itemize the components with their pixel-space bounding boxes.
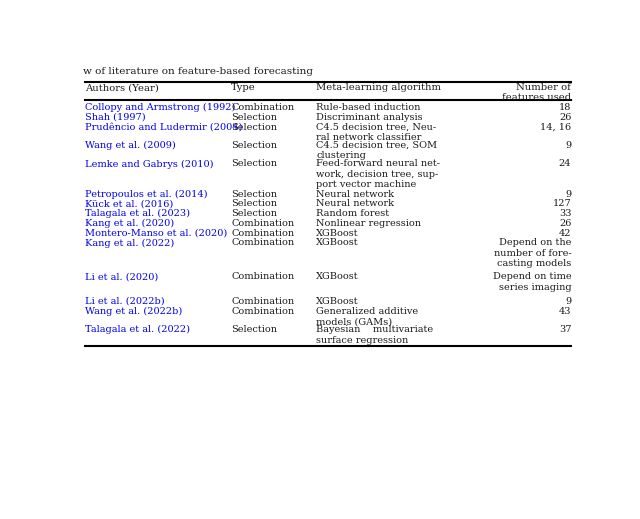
Text: Combination: Combination bbox=[231, 103, 294, 112]
Text: Talagala et al. (2023): Talagala et al. (2023) bbox=[84, 209, 189, 218]
Text: 26: 26 bbox=[559, 219, 572, 228]
Text: Authors (Year): Authors (Year) bbox=[84, 83, 159, 92]
Text: Collopy and Armstrong (1992): Collopy and Armstrong (1992) bbox=[84, 103, 235, 112]
Text: 18: 18 bbox=[559, 103, 572, 112]
Text: C4.5 decision tree, Neu-
ral network classifier: C4.5 decision tree, Neu- ral network cla… bbox=[316, 122, 436, 142]
Text: Combination: Combination bbox=[231, 307, 294, 316]
Text: XGBoost: XGBoost bbox=[316, 272, 359, 281]
Text: Neural network: Neural network bbox=[316, 189, 394, 199]
Text: Kück et al. (2016): Kück et al. (2016) bbox=[84, 199, 173, 208]
Text: Bayesian    multivariate
surface regression: Bayesian multivariate surface regression bbox=[316, 325, 433, 345]
Text: XGBoost: XGBoost bbox=[316, 297, 359, 306]
Text: Depend on the
number of fore-
casting models: Depend on the number of fore- casting mo… bbox=[493, 238, 572, 268]
Text: Selection: Selection bbox=[231, 189, 277, 199]
Text: Petropoulos et al. (2014): Petropoulos et al. (2014) bbox=[84, 189, 207, 199]
Text: Random forest: Random forest bbox=[316, 209, 390, 218]
Text: 9: 9 bbox=[565, 297, 572, 306]
Text: 9: 9 bbox=[565, 141, 572, 150]
Text: Selection: Selection bbox=[231, 141, 277, 150]
Text: Combination: Combination bbox=[231, 229, 294, 238]
Text: C4.5 decision tree, SOM
clustering: C4.5 decision tree, SOM clustering bbox=[316, 141, 438, 160]
Text: Wang et al. (2009): Wang et al. (2009) bbox=[84, 141, 175, 150]
Text: Selection: Selection bbox=[231, 122, 277, 132]
Text: Rule-based induction: Rule-based induction bbox=[316, 103, 420, 112]
Text: Shah (1997): Shah (1997) bbox=[84, 113, 145, 122]
Text: Li et al. (2020): Li et al. (2020) bbox=[84, 272, 158, 281]
Text: Depend on time
series imaging: Depend on time series imaging bbox=[493, 272, 572, 292]
Text: 43: 43 bbox=[559, 307, 572, 316]
Text: Montero-Manso et al. (2020): Montero-Manso et al. (2020) bbox=[84, 229, 227, 238]
Text: Type: Type bbox=[231, 83, 256, 92]
Text: Neural network: Neural network bbox=[316, 199, 394, 208]
Text: Selection: Selection bbox=[231, 209, 277, 218]
Text: Prudêncio and Ludermir (2004): Prudêncio and Ludermir (2004) bbox=[84, 122, 242, 132]
Text: Li et al. (2022b): Li et al. (2022b) bbox=[84, 297, 164, 306]
Text: Combination: Combination bbox=[231, 297, 294, 306]
Text: Combination: Combination bbox=[231, 238, 294, 248]
Text: Meta-learning algorithm: Meta-learning algorithm bbox=[316, 83, 442, 92]
Text: Nonlinear regression: Nonlinear regression bbox=[316, 219, 421, 228]
Text: 37: 37 bbox=[559, 325, 572, 334]
Text: XGBoost: XGBoost bbox=[316, 238, 359, 248]
Text: 42: 42 bbox=[559, 229, 572, 238]
Text: Wang et al. (2022b): Wang et al. (2022b) bbox=[84, 307, 182, 316]
Text: Kang et al. (2020): Kang et al. (2020) bbox=[84, 219, 174, 228]
Text: XGBoost: XGBoost bbox=[316, 229, 359, 238]
Text: 24: 24 bbox=[559, 159, 572, 169]
Text: 14, 16: 14, 16 bbox=[540, 122, 572, 132]
Text: w of literature on feature-based forecasting: w of literature on feature-based forecas… bbox=[83, 67, 313, 76]
Text: Combination: Combination bbox=[231, 219, 294, 228]
Text: 33: 33 bbox=[559, 209, 572, 218]
Text: Selection: Selection bbox=[231, 325, 277, 334]
Text: Lemke and Gabrys (2010): Lemke and Gabrys (2010) bbox=[84, 159, 213, 169]
Text: Discriminant analysis: Discriminant analysis bbox=[316, 113, 423, 122]
Text: Talagala et al. (2022): Talagala et al. (2022) bbox=[84, 325, 189, 334]
Text: Generalized additive
models (GAMs): Generalized additive models (GAMs) bbox=[316, 307, 419, 326]
Text: Feed-forward neural net-
work, decision tree, sup-
port vector machine: Feed-forward neural net- work, decision … bbox=[316, 159, 440, 189]
Text: Selection: Selection bbox=[231, 113, 277, 122]
Text: Selection: Selection bbox=[231, 199, 277, 208]
Text: Number of
features used: Number of features used bbox=[502, 83, 572, 102]
Text: Selection: Selection bbox=[231, 159, 277, 169]
Text: 9: 9 bbox=[565, 189, 572, 199]
Text: 127: 127 bbox=[552, 199, 572, 208]
Text: 26: 26 bbox=[559, 113, 572, 122]
Text: Combination: Combination bbox=[231, 272, 294, 281]
Text: Kang et al. (2022): Kang et al. (2022) bbox=[84, 238, 174, 248]
